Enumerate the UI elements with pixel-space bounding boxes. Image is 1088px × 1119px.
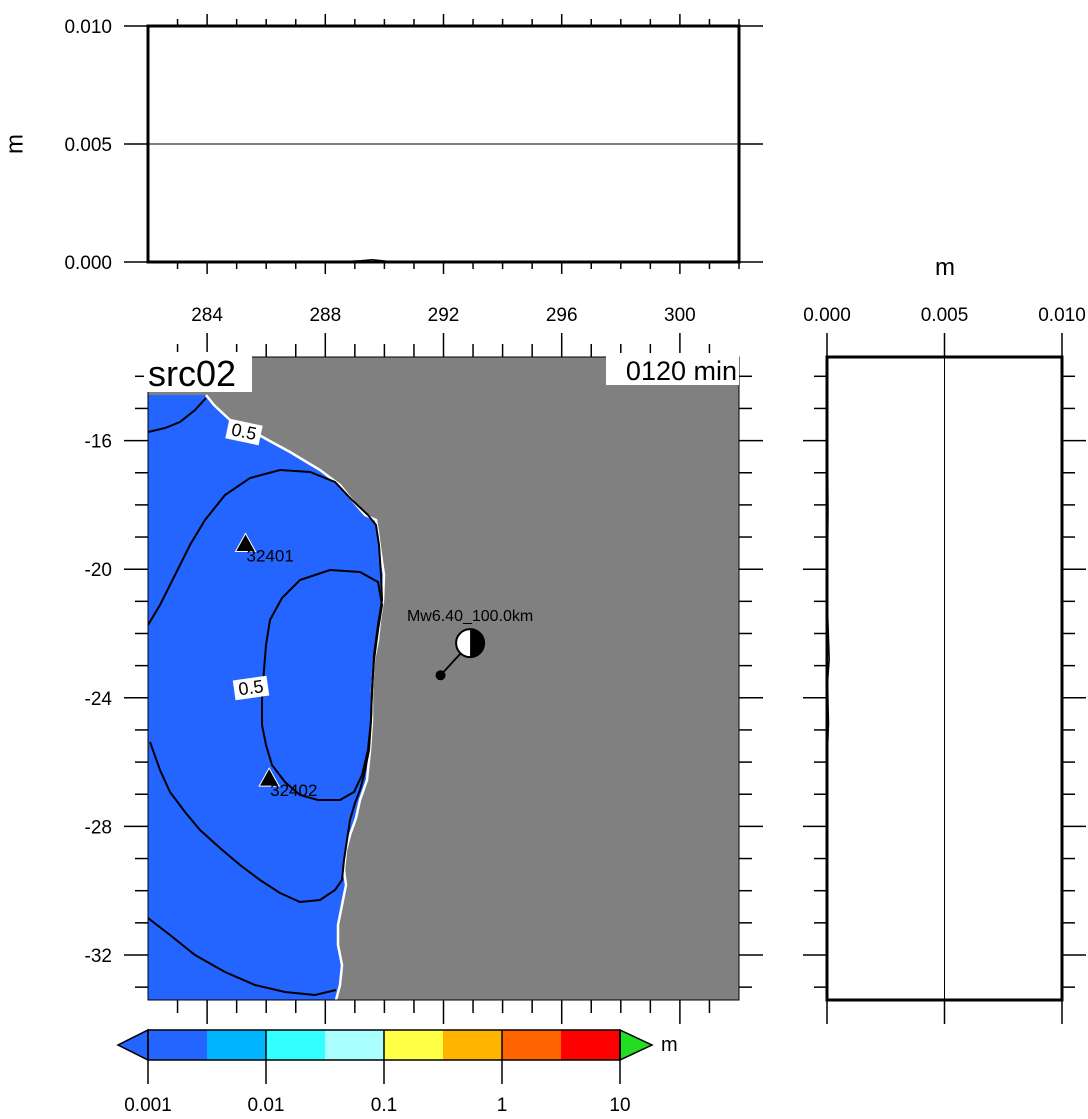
contour-line-inner	[261, 568, 384, 801]
top-profile-ticks	[124, 14, 763, 274]
colorbar-low-arrow	[116, 1028, 149, 1062]
colorbar-tick-label: 0.1	[371, 1095, 397, 1116]
colorbar-segment	[384, 1030, 444, 1060]
map-y-tick-label: -20	[85, 560, 112, 581]
top-y-tick-label: 0.000	[64, 253, 112, 274]
time-label: 0120 min	[626, 356, 737, 386]
epicenter-dot	[435, 670, 446, 681]
title-box	[144, 352, 252, 392]
colorbar-tick-label: 1	[497, 1095, 508, 1116]
station-markers: 32401 32402	[234, 532, 317, 800]
contour-line-north	[148, 397, 207, 433]
right-profile-x-tick-labels: 0.000 0.005 0.010	[803, 305, 1086, 326]
map-y-tick-label: -32	[85, 946, 112, 967]
station-triangle-icon	[258, 767, 281, 787]
source-label: Mw6.40_100.0km	[407, 608, 533, 625]
map-y-tick-label: -24	[85, 689, 113, 710]
colorbar-unit-label: m	[661, 1034, 678, 1056]
contour-label-inner: 0.5	[232, 675, 270, 701]
top-x-tick-label: 288	[309, 305, 341, 326]
top-profile-y-axis-label: m	[1, 134, 28, 154]
colorbar-segment	[148, 1030, 208, 1060]
source-mechanism: Mw6.40_100.0km	[407, 608, 533, 681]
contour-label-north: 0.5	[225, 418, 263, 446]
beachball-fill	[470, 629, 485, 658]
top-profile-y-tick-labels: 0.000 0.005 0.010	[64, 17, 112, 274]
map-y-tick-label: -16	[85, 432, 112, 453]
top-profile-x-tick-labels: 284 288 292 296 300	[191, 305, 696, 326]
top-x-tick-label: 296	[546, 305, 578, 326]
colorbar-segment	[266, 1030, 326, 1060]
colorbar-segment	[443, 1030, 503, 1060]
map-ticks	[124, 333, 763, 1024]
top-profile-line	[148, 259, 739, 263]
colorbar-segment	[207, 1030, 267, 1060]
map-y-tick-labels: -16 -20 -24 -28 -32	[85, 432, 113, 967]
colorbar-segment	[325, 1030, 385, 1060]
right-profile-line	[826, 356, 830, 1001]
contour-line-south	[148, 917, 337, 997]
ocean-area	[148, 395, 384, 1000]
top-x-tick-label: 292	[428, 305, 460, 326]
right-x-tick-label: 0.000	[803, 305, 851, 326]
station-label: 32401	[247, 546, 294, 565]
station-triangle-icon	[234, 532, 257, 552]
top-x-tick-label: 300	[664, 305, 696, 326]
top-y-tick-label: 0.010	[64, 17, 112, 38]
colorbar-segment	[561, 1030, 621, 1060]
colorbar-segment	[502, 1030, 562, 1060]
top-x-tick-label: 284	[191, 305, 223, 326]
right-profile-x-axis-label: m	[935, 254, 955, 281]
top-profile-panel: 0.000 0.005 0.010 284 288 292 296 300 m	[1, 14, 763, 326]
colorbar-tick-label: 0.01	[248, 1095, 285, 1116]
map-panel: 0.5 0.5 32401 32402 Mw6.40_100.0km -16 -20…	[85, 333, 763, 1024]
map-y-tick-label: -28	[85, 817, 112, 838]
svg-text:0.5: 0.5	[237, 676, 265, 699]
time-box	[606, 353, 739, 385]
right-x-tick-label: 0.005	[921, 305, 969, 326]
right-profile-ticks	[803, 333, 1086, 1024]
colorbar-high-arrow	[619, 1028, 654, 1062]
colorbar-tick-label: 10	[609, 1095, 630, 1116]
station-label: 32402	[270, 781, 317, 800]
right-profile-panel: 0.000 0.005 0.010 m	[803, 254, 1086, 1024]
map-title: src02	[148, 353, 236, 394]
top-y-tick-label: 0.005	[64, 135, 112, 156]
colorbar-tick-label: 0.001	[124, 1095, 172, 1116]
colorbar: m 0.001 0.01 0.1 1 10	[116, 1028, 678, 1116]
right-x-tick-label: 0.010	[1038, 305, 1086, 326]
